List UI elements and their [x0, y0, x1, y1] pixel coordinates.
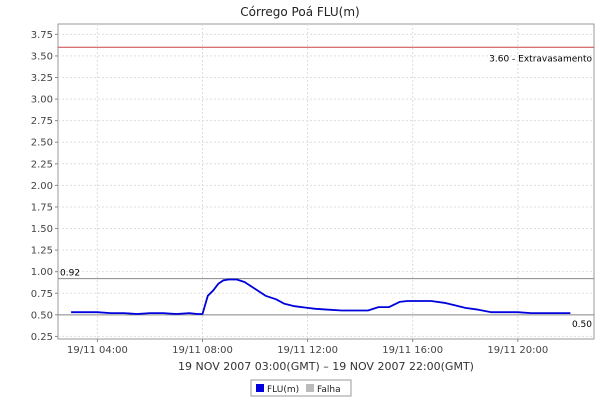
legend: FLU(m) Falha [250, 379, 352, 397]
y-tick-label: 3.25 [31, 73, 53, 84]
legend-box [250, 379, 352, 397]
y-tick-label: 1.00 [31, 267, 53, 278]
reference-line-label: 0.92 [60, 269, 80, 279]
y-tick-label: 2.00 [31, 181, 53, 192]
y-tick-label: 3.00 [31, 95, 53, 106]
series-line-flu [71, 278, 571, 315]
y-tick-label: 2.50 [31, 138, 53, 149]
y-tick-label: 1.50 [31, 224, 53, 235]
y-tick-label: 3.50 [31, 51, 53, 62]
y-axis-ticks: 0.25 0.50 0.75 1.00 1.25 1.50 1.75 2.00 2.25 2.50… [31, 30, 58, 343]
y-tick-label: 0.50 [31, 310, 53, 321]
series-layer [71, 278, 571, 315]
chart-title: Córrego Poá FLU(m) [240, 5, 359, 19]
y-tick-label: 1.75 [31, 202, 53, 213]
x-tick-label: 19/11 12:00 [277, 345, 338, 356]
legend-swatch-falha [306, 384, 314, 392]
y-tick-label: 0.25 [31, 332, 53, 343]
reference-line-label: 3.60 - Extravasamento [489, 54, 592, 64]
grid [58, 24, 594, 339]
reference-lines: 3.60 - Extravasamento 0.92 0.50 [58, 46, 594, 330]
x-tick-label: 19/11 08:00 [172, 345, 233, 356]
x-tick-label: 19/11 04:00 [67, 345, 128, 356]
reference-line-label: 0.50 [572, 320, 592, 330]
y-tick-label: 1.25 [31, 246, 53, 257]
plot-area [57, 23, 595, 340]
y-tick-label: 3.75 [31, 30, 53, 41]
legend-label-flu: FLU(m) [267, 385, 299, 395]
y-tick-label: 0.75 [31, 289, 53, 300]
x-tick-label: 19/11 16:00 [382, 345, 443, 356]
x-tick-label: 19/11 20:00 [487, 345, 548, 356]
legend-swatch-flu [256, 384, 264, 392]
y-tick-label: 2.75 [31, 116, 53, 127]
legend-label-falha: Falha [317, 385, 341, 395]
x-axis-ticks: 19/11 04:00 19/11 08:00 19/11 12:00 19/11 1… [67, 339, 548, 356]
y-tick-label: 2.25 [31, 159, 53, 170]
x-axis-label: 19 NOV 2007 03:00(GMT) – 19 NOV 2007 22:… [178, 360, 474, 373]
